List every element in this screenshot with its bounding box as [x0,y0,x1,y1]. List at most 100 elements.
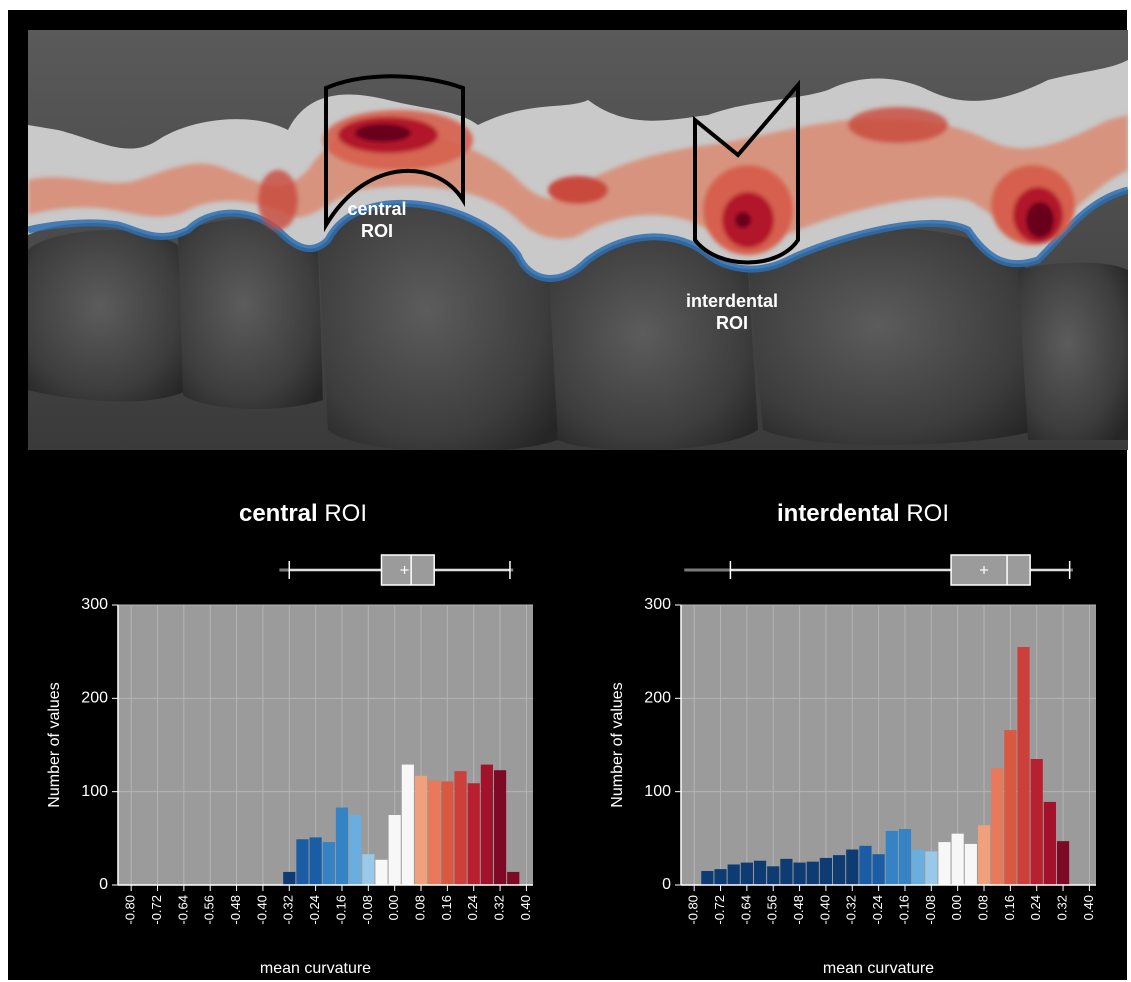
interdental-roi-label: interdental ROI [662,290,802,334]
histogram-bar [335,807,349,885]
histogram-bar [780,858,793,885]
central-title-rest: ROI [317,500,368,527]
histogram-bar [322,842,335,885]
histogram-bar [428,780,441,885]
histogram-bar [740,862,753,885]
central-roi-outline [324,74,465,233]
histogram-bar [819,857,833,885]
x-tick-label: -0.80 [123,895,138,925]
x-tick-label: -0.08 [923,895,938,925]
histogram-bar [1043,801,1056,885]
x-tick-label: -0.48 [791,895,806,925]
x-tick-label: 0.24 [465,895,480,920]
x-tick-label: 0.32 [492,895,507,920]
interdental-roi-label-line1: interdental [685,291,778,311]
x-tick-label: -0.32 [281,895,296,925]
interdental-roi-outline [693,79,800,265]
x-tick-label: 0.08 [412,895,427,920]
central-roi-label: central ROI [322,198,432,242]
histogram-bar [296,839,309,885]
histogram-bar [283,871,296,885]
x-tick-label: 0.00 [949,895,964,920]
interdental-roi-histogram: -0.80 -0.72 -0.64 -0.56 -0.48 -0.40 -0.32 -0.24… [609,554,1096,975]
x-tick-label: -0.72 [149,895,164,925]
x-tick-label: 0.40 [1081,895,1096,920]
x-tick-label: -0.72 [712,895,727,925]
x-tick-label: -0.32 [844,895,859,925]
histogram-bar [401,764,414,885]
histogram-bar [767,866,780,885]
histogram-bar [753,860,767,885]
x-tick-label: -0.56 [765,895,780,925]
x-tick-label: -0.24 [870,895,885,925]
histogram-bar [885,830,898,885]
x-tick-label: 0.16 [439,895,454,920]
figure-frame: central ROI interdental ROI central ROI … [8,10,1128,980]
histogram-bar [714,869,727,885]
x-tick-label: 0.08 [975,895,990,920]
histogram-bar [925,851,938,885]
interdental-roi-label-line2: ROI [715,313,748,333]
histogram-bar [375,859,388,885]
histogram-bar [1004,730,1017,885]
y-axis-label: Number of values [609,682,626,807]
y-tick-label: 300 [81,596,108,613]
histogram-bar [1056,841,1070,885]
histogram-bar [349,815,362,885]
y-axis-label: Number of values [46,682,63,807]
histogram-bar [1017,647,1030,885]
histogram-bar [859,845,872,885]
x-tick-label: -0.40 [254,895,269,925]
histogram-bar [846,849,859,885]
histogram-bar [441,781,454,885]
x-tick-label: 0.24 [1028,895,1043,920]
x-axis-label: mean curvature [260,960,371,975]
histogram-bar [454,771,467,885]
histogram-bar [977,825,991,885]
interdental-title-rest: ROI [899,500,950,527]
y-tick-label: 300 [644,596,671,613]
histogram-bar [362,854,375,885]
x-tick-label: 0.00 [386,895,401,920]
histogram-bar [793,862,806,885]
x-tick-label: -0.64 [738,895,753,925]
histogram-bar [991,768,1004,885]
central-title-bold: central [238,500,318,527]
curvature-heatmap [28,107,1128,255]
y-tick-label: 200 [644,690,671,707]
x-tick-label: -0.16 [333,895,348,925]
y-tick-label: 0 [662,876,671,893]
y-tick-label: 0 [99,876,108,893]
histogram-bar [467,783,480,885]
y-tick-label: 100 [644,783,671,800]
x-tick-label: -0.40 [817,895,832,925]
x-axis-label: mean curvature [823,960,934,975]
histogram-bar [493,770,507,885]
x-tick-label: 0.16 [1002,895,1017,920]
histogram-bar [388,815,401,885]
x-tick-label: -0.08 [360,895,375,925]
x-tick-label: 0.32 [1055,895,1070,920]
x-tick-label: -0.64 [175,895,190,925]
dental-scan-image [28,30,1128,450]
teeth [28,193,1128,450]
histogram-bar [727,864,740,885]
histogram-bar [701,871,714,885]
histogram-bar [964,843,977,885]
y-tick-label: 200 [81,690,108,707]
histogram-bar [480,764,493,885]
histogram-bar [1030,759,1043,885]
x-tick-label: -0.24 [307,895,322,925]
x-tick-label: 0.40 [518,895,533,920]
histogram-bar [507,871,520,885]
central-roi-label-line2: ROI [360,221,393,241]
y-tick-label: 100 [81,783,108,800]
central-roi-histogram: -0.80 -0.72 -0.64 -0.56 -0.48 -0.40 -0.32 -0.24… [46,554,533,975]
histogram-bar [951,833,964,885]
histogram-bar [938,842,951,885]
x-tick-label: -0.16 [896,895,911,925]
histogram-bar [912,849,925,885]
central-roi-label-line1: central [347,199,407,219]
histogram-bar [872,854,885,885]
gingiva-surface [28,60,1128,279]
